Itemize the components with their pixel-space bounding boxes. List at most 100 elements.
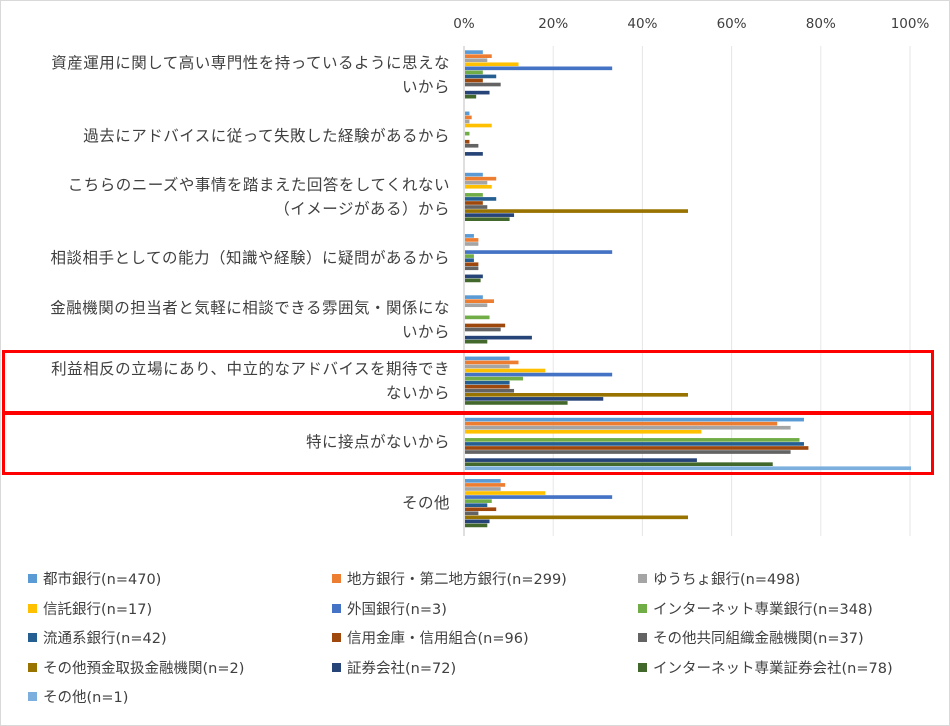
category-label-line: ないから [385, 383, 450, 402]
legend-swatch [28, 633, 37, 642]
bar [465, 201, 483, 205]
bar [465, 495, 613, 499]
bar [465, 197, 497, 201]
bar [465, 523, 488, 528]
bar [465, 339, 488, 344]
category-label: その他 [0, 491, 450, 515]
bar [465, 82, 501, 87]
highlight-box [2, 411, 934, 475]
bar [465, 172, 483, 177]
category-label-line: こちらのニーズや事情を踏まえた回答をしてくれない [67, 176, 450, 195]
x-tick-label: 0% [453, 16, 475, 32]
bar [465, 315, 490, 320]
bar [465, 94, 477, 99]
legend-label: 証券会社(n=72) [347, 660, 457, 677]
bar [465, 425, 791, 430]
bar [465, 372, 613, 377]
bar [465, 466, 911, 471]
legend-swatch [638, 574, 647, 583]
bar [465, 184, 492, 189]
legend-item: その他(n=1) [28, 686, 128, 707]
x-tick-label: 80% [806, 16, 836, 32]
bar [465, 238, 479, 242]
bar [465, 217, 510, 221]
legend-label: その他共同組織金融機関(n=37) [653, 631, 864, 647]
bar [465, 242, 479, 246]
category-label-line: 金融機関の担当者と気軽に相談できる雰囲気・関係にな [50, 298, 450, 317]
bar [465, 50, 483, 54]
legend-item: 信用金庫・信用組合(n=96) [332, 627, 529, 648]
category-label-line: 相談相手としての能力（知識や経験）に疑問があるから [50, 249, 450, 268]
category-label-line: いから [401, 322, 450, 341]
bar [465, 78, 483, 83]
bar [465, 499, 492, 503]
bar [465, 90, 490, 95]
bar [465, 66, 613, 71]
category-label: 資産運用に関して高い専門性を持っているように思えな いから [0, 51, 450, 99]
bar [465, 479, 501, 483]
category-label: 特に接点がないから [0, 430, 450, 454]
bar [465, 446, 809, 450]
bar [465, 58, 488, 63]
bar [465, 384, 510, 389]
bar [465, 250, 613, 254]
legend-item: 地方銀行・第二地方銀行(n=299) [332, 568, 567, 589]
bar [465, 442, 804, 446]
x-tick-label: 20% [538, 16, 568, 32]
legend-item: インターネット専業証券会社(n=78) [638, 657, 893, 678]
bar [465, 123, 492, 128]
legend-label: その他(n=1) [43, 690, 129, 706]
legend-item: インターネット専業銀行(n=348) [638, 598, 873, 619]
legend-label: その他預金取扱金融機関(n=2) [43, 660, 245, 677]
bar [465, 429, 702, 434]
bar [465, 323, 506, 328]
x-tick-label: 40% [627, 16, 657, 32]
bar [465, 205, 488, 209]
category-label: 金融機関の担当者と気軽に相談できる雰囲気・関係にないから [0, 296, 450, 344]
legend-swatch [28, 662, 37, 672]
category-label: 過去にアドバイスに従って失敗した経験があるから [0, 124, 450, 148]
legend-swatch [332, 633, 341, 642]
bars [465, 50, 911, 528]
bar [465, 54, 492, 58]
bar [465, 262, 479, 267]
legend-item: ゆうちょ銀行(n=498) [638, 568, 800, 589]
bar [465, 266, 479, 271]
x-tick-labels: 0% 20% 40% 60% 80% 100% [453, 16, 929, 32]
bar [465, 258, 474, 262]
bar [465, 483, 506, 487]
bar [465, 303, 488, 308]
legend-swatch [332, 662, 341, 672]
bar [465, 193, 483, 197]
bar [465, 507, 497, 512]
bar [465, 380, 510, 385]
bar [465, 62, 519, 67]
bar [465, 335, 532, 340]
bar [465, 503, 488, 507]
legend-swatch [332, 603, 341, 613]
bar [465, 152, 483, 156]
legend-label: 外国銀行(n=3) [347, 601, 447, 618]
legend-label: ゆうちょ銀行(n=498) [653, 572, 801, 588]
bar [465, 491, 546, 495]
bar [465, 176, 497, 181]
legend-label: 地方銀行・第二地方銀行(n=299) [347, 572, 567, 588]
bar [465, 327, 501, 332]
legend-label: 都市銀行(n=470) [43, 572, 162, 588]
bar [465, 74, 497, 79]
legend-swatch [28, 574, 37, 583]
legend-label: 信託銀行(n=17) [43, 601, 153, 618]
bar [465, 139, 470, 144]
legend-item: 外国銀行(n=3) [332, 598, 447, 619]
legend-label: インターネット専業銀行(n=348) [653, 601, 873, 618]
bar [465, 458, 697, 462]
bar [465, 180, 488, 185]
category-label-line: 特に接点がないから [305, 433, 450, 452]
legend-swatch [638, 603, 647, 613]
category-label: こちらのニーズや事情を踏まえた回答をしてくれない （イメージがある）から [0, 173, 450, 221]
bar [465, 376, 523, 381]
category-label-line: 利益相反の立場にあり、中立的なアドバイスを期待でき [51, 359, 450, 378]
legend-swatch [638, 633, 647, 642]
bar [465, 274, 483, 279]
bar [465, 295, 483, 299]
